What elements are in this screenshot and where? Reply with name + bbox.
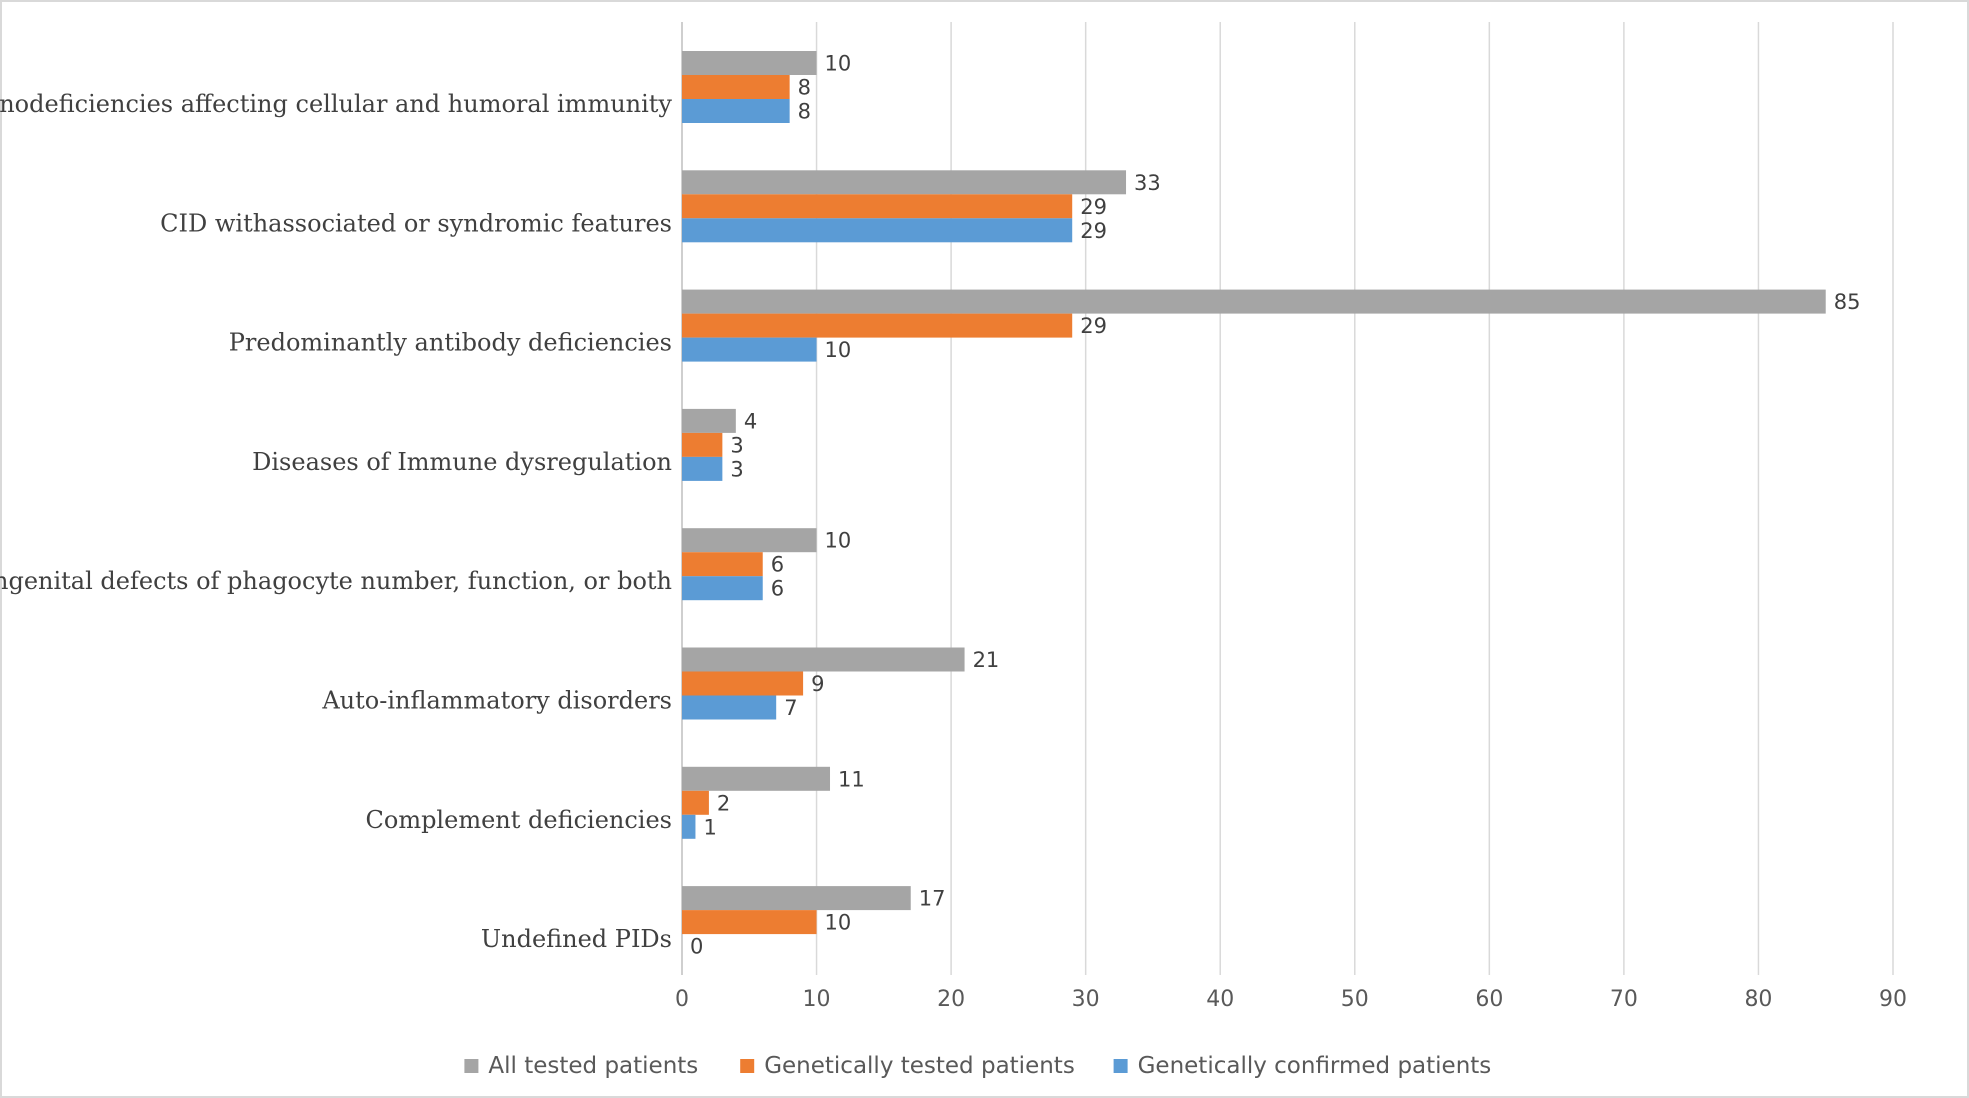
bar-genetically-confirmed-patients [682, 576, 763, 601]
bar-all-tested-patients [682, 408, 736, 433]
data-label: 29 [1080, 314, 1107, 338]
bar-all-tested-patients [682, 766, 831, 791]
category-label: Immunodeficiencies affecting cellular an… [0, 90, 672, 118]
category-label: Congenital defects of phagocyte number, … [0, 567, 672, 595]
bar-all-tested-patients [682, 528, 817, 553]
data-label: 8 [798, 100, 811, 124]
data-label: 11 [838, 767, 865, 791]
bar-genetically-tested-patients [682, 552, 763, 577]
x-tick-label-30: 30 [1072, 987, 1100, 1012]
bar-all-tested-patients [682, 170, 1127, 195]
bar-genetically-confirmed-patients [682, 337, 817, 362]
x-tick-label-10: 10 [803, 987, 831, 1012]
category-label: Predominantly antibody deficiencies [229, 329, 672, 357]
legend-label-all-tested-patients: All tested patients [488, 1053, 698, 1079]
category-label: Diseases of Immune dysregulation [252, 448, 672, 476]
data-label: 1 [703, 815, 716, 839]
legend-swatch-genetically-confirmed-patients [1113, 1059, 1128, 1073]
bar-genetically-tested-patients [682, 432, 723, 457]
x-tick-label-90: 90 [1879, 987, 1907, 1012]
bar-all-tested-patients [682, 289, 1826, 314]
bar-genetically-tested-patients [682, 790, 709, 815]
data-label: 10 [825, 529, 852, 553]
data-label: 3 [730, 457, 743, 481]
data-label: 10 [825, 911, 852, 935]
data-label: 6 [771, 553, 784, 577]
legend-swatch-genetically-tested-patients [740, 1059, 755, 1073]
bar-genetically-confirmed-patients [682, 695, 777, 720]
bar-all-tested-patients [682, 886, 911, 911]
category-label: CID withassociated or syndromic features [160, 209, 672, 237]
x-tick-label-70: 70 [1610, 987, 1638, 1012]
bar-genetically-tested-patients [682, 194, 1073, 219]
data-label: 4 [744, 409, 757, 433]
x-tick-label-40: 40 [1206, 987, 1234, 1012]
data-label: 85 [1834, 290, 1861, 314]
bar-genetically-confirmed-patients [682, 218, 1073, 243]
data-label: 0 [690, 935, 703, 959]
x-tick-label-60: 60 [1475, 987, 1503, 1012]
bar-genetically-tested-patients [682, 75, 790, 99]
data-label: 17 [919, 887, 946, 911]
legend-swatch-all-tested-patients [464, 1059, 479, 1073]
bar-genetically-tested-patients [682, 671, 804, 696]
data-label: 29 [1080, 195, 1107, 219]
data-label: 3 [730, 433, 743, 457]
category-label: Auto-inflammatory disorders [321, 687, 672, 715]
data-label: 29 [1080, 219, 1107, 243]
data-label: 2 [717, 791, 730, 815]
bar-genetically-tested-patients [682, 313, 1073, 338]
data-label: 21 [973, 648, 1000, 672]
x-tick-label-80: 80 [1744, 987, 1772, 1012]
bar-all-tested-patients [682, 647, 965, 672]
x-tick-label-50: 50 [1341, 987, 1369, 1012]
bar-genetically-tested-patients [682, 910, 817, 935]
legend-label-genetically-confirmed-patients: Genetically confirmed patients [1138, 1053, 1492, 1079]
data-label: 8 [798, 76, 811, 100]
bar-genetically-confirmed-patients [682, 456, 723, 481]
x-tick-label-0: 0 [675, 987, 689, 1012]
category-label: Complement deficiencies [366, 806, 673, 834]
data-label: 7 [784, 696, 797, 720]
data-label: 33 [1134, 171, 1161, 195]
data-label: 9 [811, 672, 824, 696]
data-label: 6 [771, 577, 784, 601]
bar-genetically-confirmed-patients [682, 99, 790, 123]
bar-genetically-confirmed-patients [682, 814, 696, 839]
x-tick-label-20: 20 [937, 987, 965, 1012]
data-label: 10 [825, 338, 852, 362]
bar-all-tested-patients [682, 51, 817, 75]
data-label: 10 [825, 52, 852, 76]
category-label: Undefined PIDs [481, 925, 672, 953]
legend-label-genetically-tested-patients: Genetically tested patients [764, 1053, 1075, 1079]
